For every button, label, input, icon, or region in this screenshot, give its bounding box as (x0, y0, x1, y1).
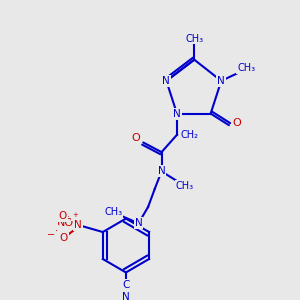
Text: N: N (218, 76, 225, 86)
Text: N: N (173, 109, 181, 118)
Text: C: C (122, 280, 130, 290)
Text: O: O (232, 118, 241, 128)
Text: O: O (131, 133, 140, 143)
Text: CH₃: CH₃ (104, 207, 122, 217)
Text: N: N (74, 220, 82, 230)
Text: N: N (122, 292, 130, 300)
Text: CH₂: CH₂ (181, 130, 199, 140)
Text: −: − (47, 230, 55, 240)
Text: N: N (135, 218, 142, 228)
Text: O: O (59, 233, 68, 243)
Text: CH₃: CH₃ (237, 63, 255, 74)
Text: NO₂: NO₂ (57, 218, 79, 228)
Text: +: + (72, 212, 78, 218)
Text: CH₃: CH₃ (176, 181, 194, 191)
Text: N: N (163, 76, 170, 86)
Text: N: N (158, 167, 165, 176)
Text: O: O (58, 211, 67, 221)
Text: −: − (50, 226, 58, 236)
Text: CH₃: CH₃ (185, 34, 203, 44)
Text: +: + (71, 211, 78, 220)
